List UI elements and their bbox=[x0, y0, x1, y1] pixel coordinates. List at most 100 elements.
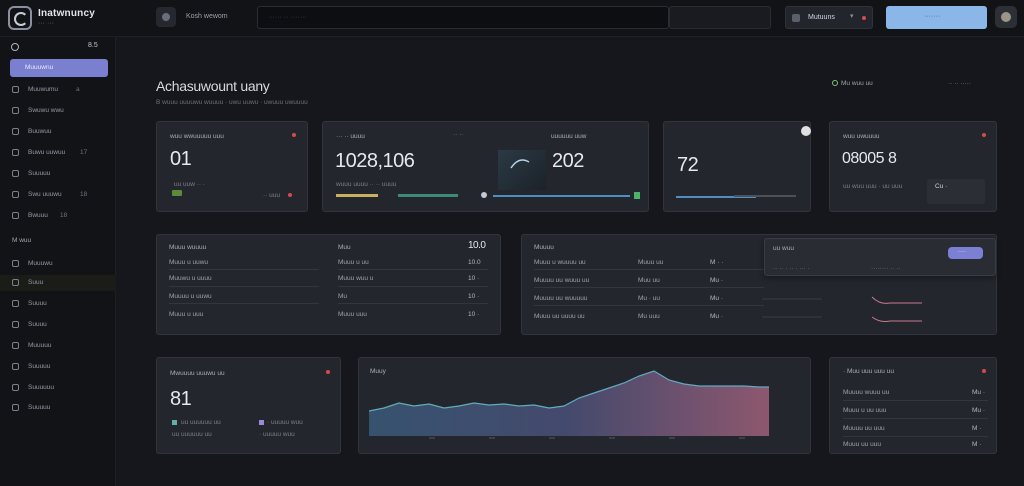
list-item[interactable]: Muuuu uu uuu bbox=[843, 425, 885, 432]
item-icon bbox=[12, 191, 19, 198]
sidebar-item-badge: 18 bbox=[60, 212, 68, 219]
sidebar-item[interactable]: Suuuuu bbox=[0, 359, 116, 375]
status-icon bbox=[481, 192, 487, 198]
search-filter[interactable] bbox=[669, 6, 771, 29]
stat-card-wide[interactable]: ··· ·· uuuu ·· ·· 1028,106 wuuu uuuu ·· … bbox=[322, 121, 649, 212]
page-title: Achasuwount uany bbox=[156, 78, 270, 94]
sidebar: 8.5 Muuuwnu Muuwumu a Swuwu wwu Buuwuu Bu… bbox=[0, 37, 116, 486]
item-icon bbox=[12, 404, 19, 411]
table-cell: Mu · uu bbox=[638, 295, 661, 302]
table-cell: Muuu uu uuuu uu bbox=[534, 313, 585, 320]
table-cell: Mu bbox=[338, 293, 348, 300]
sidebar-item[interactable]: Suuuu bbox=[0, 317, 116, 333]
status-indicator[interactable]: Mu wuu uu bbox=[832, 80, 873, 87]
stat-card[interactable]: wuu uwuuuu 08005 8 uu wuu uuu · uu uuu C… bbox=[829, 121, 997, 212]
column-header: Muu bbox=[338, 244, 351, 251]
stat-side: ·· ·· bbox=[453, 131, 464, 138]
item-icon bbox=[12, 170, 19, 177]
area-chart bbox=[369, 370, 769, 439]
table-title: Muuu wuuuu bbox=[169, 244, 207, 251]
top-label: Kosh wewom bbox=[186, 13, 228, 20]
sidebar-item[interactable]: Buwu uuwuu 17 bbox=[0, 145, 116, 161]
sidebar-item[interactable]: Suuu bbox=[0, 275, 116, 291]
sidebar-item[interactable]: Suuuuuu bbox=[0, 380, 116, 396]
popover-button[interactable]: ···· bbox=[948, 247, 983, 259]
stat-card[interactable]: 72 bbox=[663, 121, 811, 212]
list-item[interactable]: Muuu u uu uuu bbox=[843, 407, 887, 414]
item-icon bbox=[12, 279, 19, 286]
stat-value: 1028,106 bbox=[335, 150, 415, 172]
workspace-icon bbox=[792, 14, 800, 22]
table-cell: Muuuu uu wuuu uu bbox=[534, 277, 590, 284]
sidebar-item-label: Suuuuu bbox=[28, 363, 51, 370]
table-cell: Muu uu bbox=[638, 277, 660, 284]
success-icon bbox=[634, 192, 640, 199]
table-cell: 10 · bbox=[468, 311, 480, 318]
sidebar-item-label: Suuuu bbox=[28, 300, 47, 307]
preview-thumbnail bbox=[498, 150, 546, 190]
sidebar-item-label: Suuuuuu bbox=[28, 384, 55, 391]
stat-card[interactable]: wuu wwuuuuu uuu 01 uu uuw ·· · ·· uuu bbox=[156, 121, 308, 212]
list-item-value: Mu · bbox=[972, 407, 985, 414]
sidebar-item-active[interactable]: Muuuwnu bbox=[10, 59, 108, 77]
avatar[interactable] bbox=[995, 6, 1017, 28]
alert-dot bbox=[982, 133, 986, 137]
divider bbox=[843, 418, 988, 419]
table-card: Muuu wuuuu Muu 10.0 Muuu u uuwu Muuu u u… bbox=[156, 234, 501, 335]
sidebar-item[interactable]: Suuuuu bbox=[0, 400, 116, 416]
list-item[interactable]: Muuu uu uuu bbox=[843, 441, 881, 448]
sidebar-item-badge: 17 bbox=[80, 149, 88, 156]
sidebar-item[interactable]: Suuuuu bbox=[0, 166, 116, 182]
stat-footnote: uu uuw ·· · bbox=[174, 181, 206, 188]
sidebar-item-label: Buwu uuwuu bbox=[28, 149, 66, 156]
sidebar-item[interactable]: Buuwuu bbox=[0, 124, 116, 140]
logo-icon[interactable] bbox=[8, 6, 32, 30]
sidebar-item[interactable]: Swuwu wwu bbox=[0, 103, 116, 119]
mini-button[interactable]: Cu · bbox=[927, 179, 985, 204]
table-cell: Muuu wuu u bbox=[338, 275, 374, 282]
header-action[interactable]: ·· ·· ····· bbox=[948, 80, 972, 87]
item-icon bbox=[12, 321, 19, 328]
sidebar-count: 8.5 bbox=[88, 42, 98, 49]
alert-dot bbox=[288, 193, 292, 197]
sidebar-section-title: M wuu bbox=[12, 237, 32, 244]
table-cell: Muuwu u uuuu bbox=[169, 275, 212, 282]
sidebar-item-label: Suuuu bbox=[28, 321, 47, 328]
list-title: · Muu uuu uuu uu bbox=[843, 368, 894, 375]
progress-track bbox=[734, 195, 796, 197]
primary-button[interactable]: ······· bbox=[886, 6, 987, 29]
brand-subtitle: ··· ··· bbox=[38, 20, 54, 27]
list-item-value: Mu · bbox=[972, 389, 985, 396]
sidebar-item[interactable]: Muuuwu bbox=[0, 256, 116, 272]
stat-footnote: wuuu uuuu ·· ·· uuuu bbox=[336, 181, 397, 188]
status-icon bbox=[832, 80, 838, 86]
stat-footnote: uu wuu uuu · uu uuu bbox=[843, 183, 903, 190]
column-header: 10.0 bbox=[468, 240, 486, 251]
sidebar-item[interactable]: Muuwumu a bbox=[0, 82, 116, 98]
legend-label: · uuuuu wuu bbox=[259, 431, 295, 438]
menu-icon[interactable] bbox=[156, 7, 176, 27]
stat-title: wuu wwuuuuu uuu bbox=[170, 133, 224, 140]
sparkline bbox=[762, 296, 922, 322]
divider bbox=[338, 286, 488, 287]
popover-title: uu wuu bbox=[773, 245, 794, 252]
search-input[interactable]: ······ ·· ······· bbox=[257, 6, 669, 29]
sidebar-item[interactable]: Swu uuuwu 18 bbox=[0, 187, 116, 203]
stat-card[interactable]: Mwuuuu uuuwu uu 81 uu uuuuuu uu · uuuuu … bbox=[156, 357, 341, 454]
stat-value: 202 bbox=[552, 150, 584, 172]
popover-button-label: ···· bbox=[958, 249, 966, 255]
info-icon[interactable] bbox=[801, 126, 811, 136]
legend-label: uu uuuuuu uu bbox=[181, 419, 221, 426]
table-cell: Muuu u wuuuu uu bbox=[534, 259, 586, 266]
legend-swatch bbox=[259, 420, 264, 425]
sidebar-item-label: Swu uuuwu bbox=[28, 191, 62, 198]
divider bbox=[169, 269, 319, 270]
collapse-icon[interactable] bbox=[11, 43, 19, 51]
item-icon bbox=[12, 342, 19, 349]
legend-label: uu uuuuuu uu bbox=[172, 431, 212, 438]
sidebar-item[interactable]: Muuuuu bbox=[0, 338, 116, 354]
sidebar-item[interactable]: Bwuuu 18 bbox=[0, 208, 116, 224]
sidebar-item[interactable]: Suuuu bbox=[0, 296, 116, 312]
list-item[interactable]: Muuuu wuuu uu bbox=[843, 389, 890, 396]
workspace-select[interactable]: Mutuuns ▾ bbox=[785, 6, 873, 29]
